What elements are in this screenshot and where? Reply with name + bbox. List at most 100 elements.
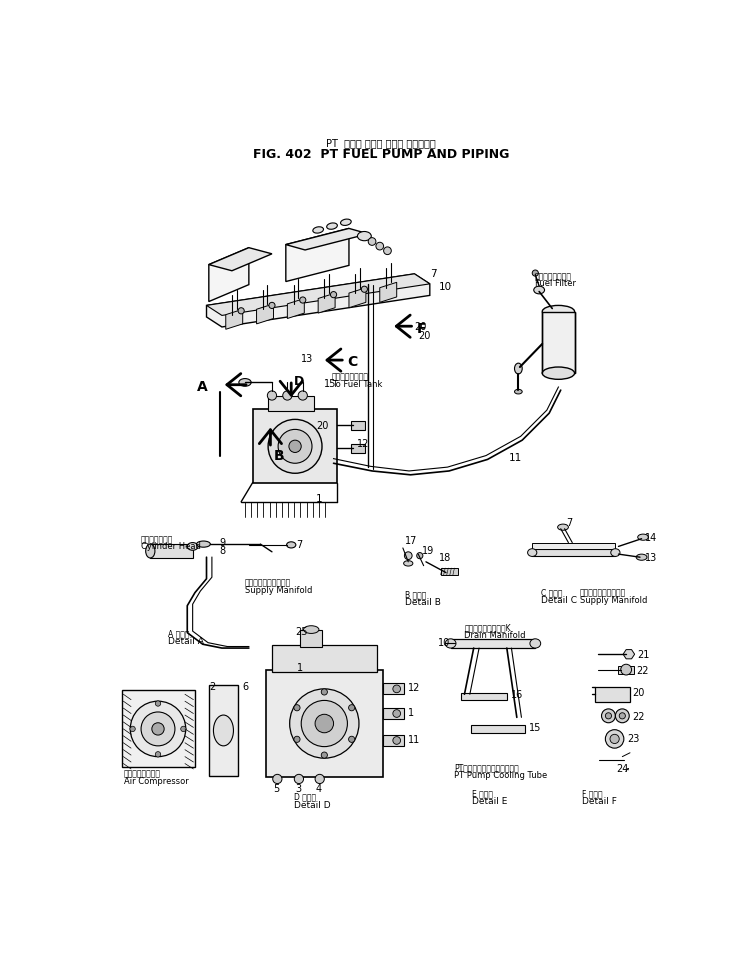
Text: Detail F: Detail F xyxy=(582,798,616,807)
Bar xyxy=(122,691,195,768)
Circle shape xyxy=(289,689,359,758)
Polygon shape xyxy=(318,293,335,313)
Text: エアコンプレッサ: エアコンプレッサ xyxy=(124,770,161,778)
Text: 16: 16 xyxy=(510,691,523,701)
Bar xyxy=(532,549,615,557)
Circle shape xyxy=(301,701,347,746)
Bar xyxy=(441,568,458,575)
Circle shape xyxy=(376,242,384,250)
Circle shape xyxy=(300,297,306,304)
Polygon shape xyxy=(209,248,272,270)
Ellipse shape xyxy=(636,554,647,560)
Text: Detail A: Detail A xyxy=(168,636,204,645)
Circle shape xyxy=(283,391,292,400)
Text: D: D xyxy=(294,376,304,388)
Circle shape xyxy=(362,286,368,292)
Text: フュエルフィルタ: フュエルフィルタ xyxy=(534,272,571,281)
Text: FIG. 402  PT FUEL PUMP AND PIPING: FIG. 402 PT FUEL PUMP AND PIPING xyxy=(253,148,510,161)
Text: Detail E: Detail E xyxy=(472,798,507,807)
Ellipse shape xyxy=(515,389,522,394)
Bar xyxy=(268,395,314,411)
Text: PTポンプクーリングチューブ: PTポンプクーリングチューブ xyxy=(455,764,519,773)
Circle shape xyxy=(141,712,175,746)
Circle shape xyxy=(269,303,275,308)
Text: 19: 19 xyxy=(422,546,434,556)
Text: 11: 11 xyxy=(408,735,420,745)
Circle shape xyxy=(294,737,300,742)
Ellipse shape xyxy=(515,363,522,374)
Circle shape xyxy=(349,704,355,711)
Text: 3: 3 xyxy=(295,783,301,794)
Polygon shape xyxy=(623,650,635,659)
Circle shape xyxy=(615,709,629,723)
Bar xyxy=(461,693,507,701)
Ellipse shape xyxy=(286,542,296,548)
Circle shape xyxy=(393,737,400,744)
Text: A 詳細図: A 詳細図 xyxy=(168,630,190,638)
Circle shape xyxy=(601,709,615,723)
Circle shape xyxy=(384,247,391,255)
Ellipse shape xyxy=(527,549,537,557)
Text: D 詳細図: D 詳細図 xyxy=(294,793,315,802)
Circle shape xyxy=(295,775,304,783)
Text: 1: 1 xyxy=(316,494,322,504)
Text: 4: 4 xyxy=(316,783,322,794)
Circle shape xyxy=(315,775,324,783)
Text: Supply Manifold: Supply Manifold xyxy=(245,587,312,595)
Circle shape xyxy=(619,713,626,719)
Circle shape xyxy=(610,735,619,743)
Circle shape xyxy=(268,419,322,473)
Text: 14: 14 xyxy=(644,532,657,543)
Ellipse shape xyxy=(341,219,351,226)
Polygon shape xyxy=(207,273,430,327)
Polygon shape xyxy=(379,282,397,303)
Circle shape xyxy=(620,665,632,675)
Ellipse shape xyxy=(558,524,568,530)
Text: 20: 20 xyxy=(418,331,431,341)
Text: 1: 1 xyxy=(297,664,303,673)
Circle shape xyxy=(155,701,161,706)
Text: サプライマニホールド: サプライマニホールド xyxy=(245,579,291,588)
Polygon shape xyxy=(349,288,366,307)
Ellipse shape xyxy=(239,378,251,386)
Text: 17: 17 xyxy=(405,536,417,547)
Text: Fuel Filter: Fuel Filter xyxy=(534,279,576,288)
Bar xyxy=(301,630,322,646)
Circle shape xyxy=(330,292,336,298)
Bar xyxy=(471,725,525,733)
Text: 13: 13 xyxy=(301,354,313,364)
Circle shape xyxy=(152,723,164,735)
Text: ↗: ↗ xyxy=(624,767,629,773)
Text: 5: 5 xyxy=(274,783,280,794)
Bar xyxy=(383,735,405,746)
Text: 7: 7 xyxy=(566,518,572,528)
Text: B 詳細図: B 詳細図 xyxy=(405,591,426,599)
Text: 13: 13 xyxy=(644,553,657,562)
Polygon shape xyxy=(253,410,338,483)
Circle shape xyxy=(405,552,412,559)
Bar xyxy=(618,666,634,674)
Text: 11: 11 xyxy=(509,453,522,463)
Text: 22: 22 xyxy=(632,712,645,722)
Ellipse shape xyxy=(304,626,319,633)
Ellipse shape xyxy=(533,286,545,294)
Circle shape xyxy=(532,270,539,276)
Text: 7: 7 xyxy=(297,540,303,551)
Circle shape xyxy=(278,429,312,463)
Polygon shape xyxy=(287,299,304,318)
Ellipse shape xyxy=(542,367,574,379)
Polygon shape xyxy=(209,248,248,302)
Bar xyxy=(209,685,238,775)
Bar xyxy=(451,639,535,648)
Circle shape xyxy=(298,391,307,400)
Polygon shape xyxy=(286,229,368,250)
Polygon shape xyxy=(207,273,430,315)
Text: サプライマニホールド: サプライマニホールド xyxy=(580,588,626,597)
Circle shape xyxy=(393,685,400,693)
Text: 6: 6 xyxy=(243,682,248,692)
Ellipse shape xyxy=(445,639,456,648)
Text: 24: 24 xyxy=(616,764,629,774)
Text: E 詳細図: E 詳細図 xyxy=(472,790,493,799)
Text: 23: 23 xyxy=(627,734,639,743)
Text: 8: 8 xyxy=(219,547,225,557)
